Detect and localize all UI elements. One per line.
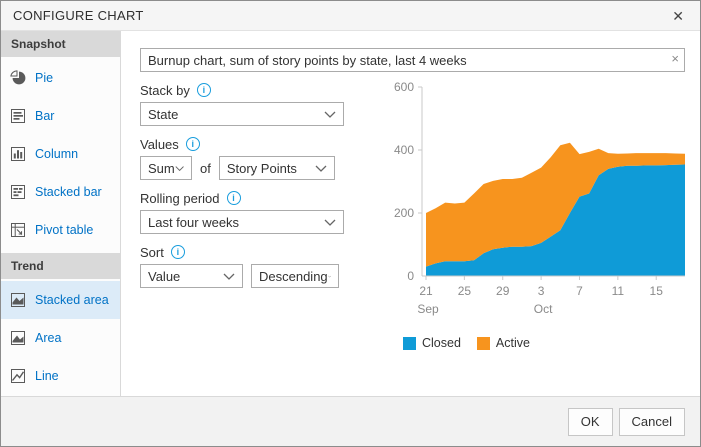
aggregate-value: Sum bbox=[148, 160, 175, 176]
sidebar-item-area[interactable]: Area bbox=[1, 319, 120, 357]
chevron-down-icon bbox=[324, 219, 336, 226]
rolling-period-dropdown[interactable]: Last four weeks bbox=[140, 210, 344, 234]
value-field-value: Story Points bbox=[226, 160, 297, 176]
info-icon[interactable]: i bbox=[185, 137, 200, 151]
chevron-down-icon bbox=[324, 111, 336, 118]
close-icon[interactable]: ✕ bbox=[672, 7, 684, 24]
svg-text:7: 7 bbox=[576, 284, 583, 298]
sort-label: Sort bbox=[140, 244, 164, 260]
sidebar-item-stacked-bar[interactable]: Stacked bar bbox=[1, 173, 120, 211]
values-label-row: Values i bbox=[140, 136, 344, 152]
column-chart-icon bbox=[11, 147, 25, 161]
sort-by-value: Value bbox=[148, 268, 181, 284]
ok-button[interactable]: OK bbox=[567, 407, 613, 436]
sidebar-item-pivot-table[interactable]: Pivot table bbox=[1, 211, 120, 249]
sidebar-item-label: Pie bbox=[35, 71, 54, 85]
value-field-dropdown[interactable]: Story Points bbox=[218, 156, 335, 180]
svg-text:0: 0 bbox=[407, 269, 414, 283]
svg-text:21: 21 bbox=[419, 284, 433, 298]
svg-text:Sep: Sep bbox=[417, 302, 439, 316]
chart-legend: Closed Active bbox=[403, 336, 688, 350]
legend-label-active: Active bbox=[495, 336, 530, 350]
section-header-snapshot: Snapshot bbox=[1, 31, 120, 57]
rolling-period-label: Rolling period bbox=[140, 190, 220, 206]
sidebar-item-stacked-area[interactable]: Stacked area bbox=[1, 281, 120, 319]
stacked-area-chart-icon bbox=[11, 293, 25, 307]
svg-text:600: 600 bbox=[394, 81, 414, 94]
legend-swatch-closed bbox=[403, 336, 416, 350]
sidebar-item-label: Column bbox=[35, 147, 79, 161]
legend-item-active: Active bbox=[476, 336, 530, 350]
bar-chart-icon bbox=[11, 109, 25, 123]
chart-settings-form: Stack by i State Values i Sum bbox=[140, 72, 344, 288]
chevron-down-icon bbox=[327, 275, 331, 277]
chart-type-sidebar: Snapshot Pie Bar bbox=[1, 31, 121, 396]
sort-by-dropdown[interactable]: Value bbox=[140, 264, 243, 288]
line-chart-icon bbox=[11, 369, 25, 383]
sidebar-item-label: Area bbox=[35, 331, 62, 345]
sidebar-item-label: Pivot table bbox=[35, 223, 94, 237]
sidebar-item-column[interactable]: Column bbox=[1, 135, 120, 173]
stack-by-label: Stack by bbox=[140, 82, 190, 98]
sidebar-item-label: Bar bbox=[35, 109, 55, 123]
info-icon[interactable]: i bbox=[196, 83, 211, 97]
sidebar-item-line[interactable]: Line bbox=[1, 357, 120, 395]
sidebar-item-label: Stacked area bbox=[35, 293, 109, 307]
sidebar-item-pie[interactable]: Pie bbox=[1, 59, 120, 97]
sidebar-item-label: Stacked bar bbox=[35, 185, 102, 199]
chevron-down-icon bbox=[315, 165, 327, 172]
svg-text:11: 11 bbox=[612, 284, 625, 298]
rolling-period-value: Last four weeks bbox=[148, 214, 240, 230]
stack-by-dropdown[interactable]: State bbox=[140, 102, 344, 126]
values-label: Values bbox=[140, 136, 179, 152]
section-header-trend: Trend bbox=[1, 253, 120, 279]
clear-input-icon[interactable]: × bbox=[671, 51, 679, 66]
chart-name-input[interactable] bbox=[140, 48, 685, 72]
dialog-title: CONFIGURE CHART bbox=[13, 8, 144, 23]
stacked-bar-chart-icon bbox=[11, 185, 25, 199]
svg-text:Oct: Oct bbox=[534, 302, 553, 316]
area-chart-icon bbox=[11, 331, 25, 345]
aggregate-dropdown[interactable]: Sum bbox=[140, 156, 192, 180]
stack-by-value: State bbox=[148, 106, 179, 122]
sort-order-value: Descending bbox=[259, 268, 328, 284]
rolling-period-label-row: Rolling period i bbox=[140, 190, 344, 206]
svg-text:15: 15 bbox=[650, 284, 664, 298]
sort-label-row: Sort i bbox=[140, 244, 344, 260]
pie-chart-icon bbox=[10, 70, 26, 85]
main-panel: × Stack by i State Values i bbox=[121, 31, 700, 396]
svg-text:29: 29 bbox=[496, 284, 510, 298]
svg-text:3: 3 bbox=[538, 284, 545, 298]
chevron-down-icon bbox=[175, 165, 184, 171]
cancel-button[interactable]: Cancel bbox=[618, 407, 685, 436]
info-icon[interactable]: i bbox=[226, 191, 241, 205]
chart-preview: 0 200 400 600 21 25 29 3 7 11 15 Sep Oct Closed Acti… bbox=[392, 72, 688, 350]
sidebar-item-bar[interactable]: Bar bbox=[1, 97, 120, 135]
dialog-footer: OK Cancel bbox=[1, 396, 700, 446]
of-connector-label: of bbox=[200, 160, 211, 176]
pivot-table-icon bbox=[11, 223, 25, 237]
svg-text:200: 200 bbox=[394, 206, 414, 220]
chevron-down-icon bbox=[223, 273, 235, 280]
stack-by-label-row: Stack by i bbox=[140, 82, 344, 98]
stacked-area-chart: 0 200 400 600 21 25 29 3 7 11 15 Sep Oct bbox=[394, 80, 685, 316]
sidebar-item-label: Line bbox=[35, 369, 59, 383]
svg-text:25: 25 bbox=[458, 284, 472, 298]
sort-order-dropdown[interactable]: Descending bbox=[251, 264, 339, 288]
legend-label-closed: Closed bbox=[422, 336, 461, 350]
dialog-titlebar: CONFIGURE CHART ✕ bbox=[1, 1, 700, 31]
legend-item-closed: Closed bbox=[403, 336, 461, 350]
legend-swatch-active bbox=[476, 336, 490, 350]
svg-text:400: 400 bbox=[394, 143, 414, 157]
info-icon[interactable]: i bbox=[170, 245, 185, 259]
